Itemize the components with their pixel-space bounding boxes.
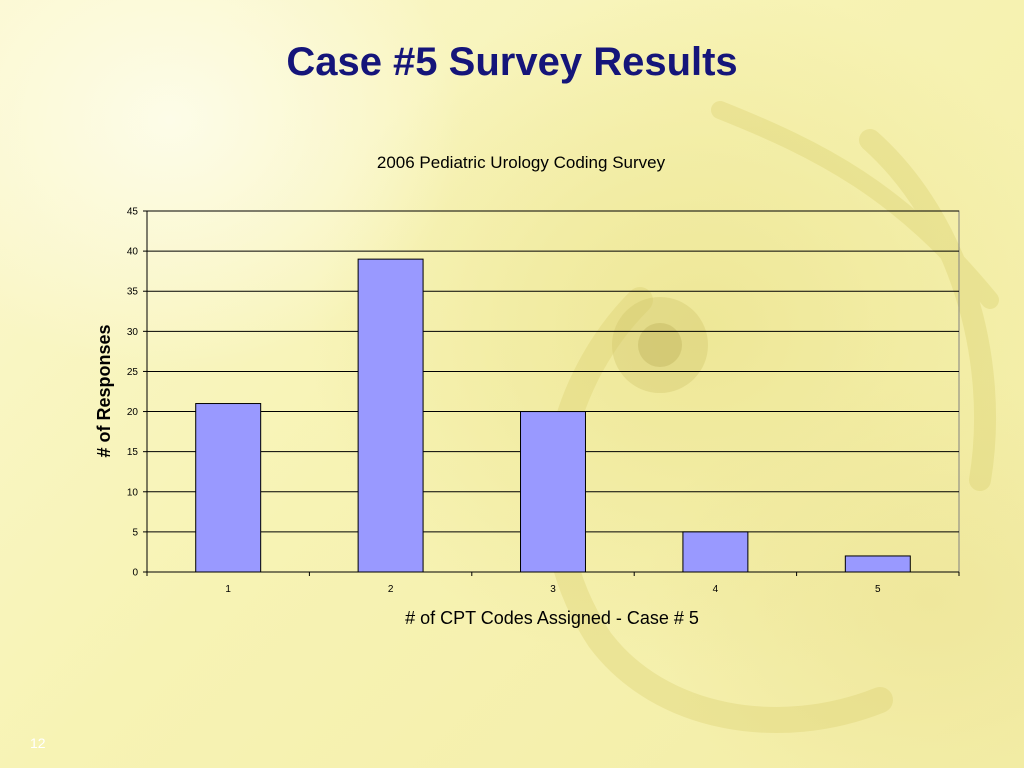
x-tick-label: 5 <box>875 584 881 595</box>
bar-1 <box>195 403 262 573</box>
bar-4 <box>682 531 749 573</box>
chart-title: 2006 Pediatric Urology Coding Survey <box>377 153 666 172</box>
x-tick-label: 2 <box>388 584 394 595</box>
x-tick-label: 1 <box>225 584 231 595</box>
y-tick-label: 0 <box>132 568 138 579</box>
bar-2 <box>357 258 424 573</box>
x-tick-label: 3 <box>550 584 556 595</box>
bar-3 <box>520 411 586 573</box>
y-tick-label: 20 <box>127 407 139 418</box>
bar-5 <box>844 555 911 573</box>
slide-number: 12 <box>30 735 46 751</box>
y-tick-label: 15 <box>127 447 139 458</box>
y-tick-label: 10 <box>127 487 139 498</box>
x-axis-label: # of CPT Codes Assigned - Case # 5 <box>405 608 699 628</box>
y-tick-label: 35 <box>127 287 139 298</box>
x-tick-label: 4 <box>713 584 719 595</box>
slide-title: Case #5 Survey Results <box>286 40 738 84</box>
y-axis-label: # of Responses <box>94 324 114 457</box>
y-tick-label: 5 <box>132 527 138 538</box>
y-tick-label: 25 <box>127 367 139 378</box>
y-tick-label: 40 <box>127 247 139 258</box>
y-tick-label: 45 <box>127 207 139 218</box>
y-tick-label: 30 <box>127 327 139 338</box>
